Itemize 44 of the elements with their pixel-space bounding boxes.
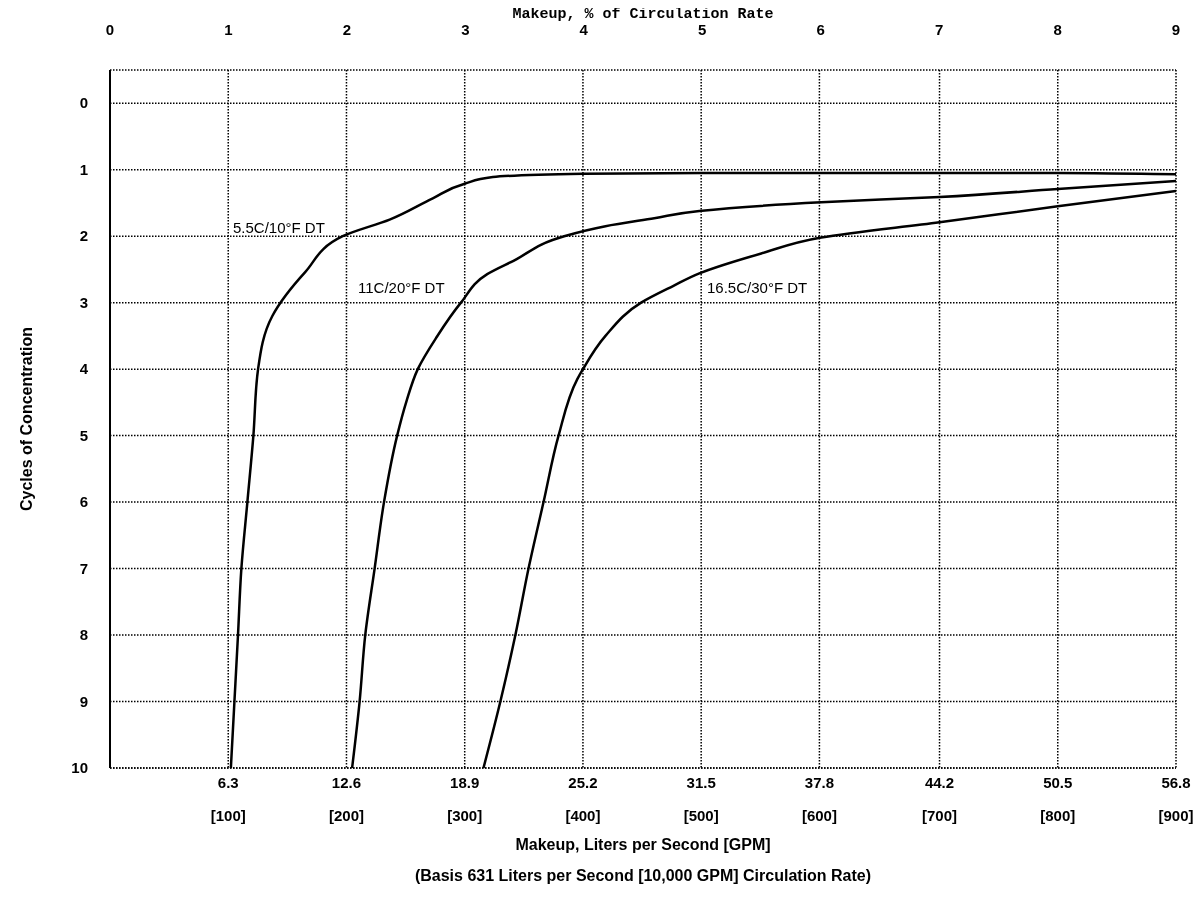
y-tick-label: 4 <box>79 360 89 378</box>
text: [400] <box>565 807 601 824</box>
x-axis-title: Makeup, Liters per Second [GPM] (Basis 631 Liters per Second [10,000 GPM] Circulation Rate) <box>414 836 872 884</box>
text: [300] <box>447 807 483 824</box>
x2-tick-label: 2 <box>342 21 352 38</box>
y-axis-title: Cycles of Concentration <box>18 326 35 512</box>
series-label: 5.5C/10°F DT <box>233 219 325 236</box>
text: [500] <box>683 807 719 824</box>
text: [100] <box>210 807 246 824</box>
y-tick-label: 7 <box>79 559 88 577</box>
y-tick-label: 5 <box>79 426 88 444</box>
text: [700] <box>922 807 958 824</box>
x-tick-label: 31.5 <box>686 774 716 791</box>
x2-tick-label: 3 <box>461 21 470 38</box>
x-tick-label: 44.2 <box>924 774 955 791</box>
x2-tick-label: 4 <box>579 21 589 38</box>
text: [200] <box>328 807 364 824</box>
x-tick-label: 25.2 <box>568 774 598 791</box>
text: [800] <box>1040 807 1076 824</box>
series-label: 11C/20°F DT <box>358 279 445 296</box>
y-tick-label: 10 <box>71 759 88 776</box>
x2-tick-label: 0 <box>105 21 115 38</box>
y-tick-label: 3 <box>79 293 88 311</box>
series-label: 16.5C/30°F DT <box>707 279 808 296</box>
x2-tick-label: 1 <box>224 21 233 38</box>
y-tick-label: 9 <box>79 692 88 710</box>
x2-tick-label: 5 <box>698 21 707 38</box>
x-tick-label: 6.3 <box>217 774 239 791</box>
x2-tick-label: 9 <box>1171 21 1181 38</box>
y-tick-label: 6 <box>79 493 88 511</box>
y-tick-label: 1 <box>79 160 88 178</box>
x2-tick-label: 6 <box>816 21 825 38</box>
y-tick-label: 8 <box>79 626 88 644</box>
y-tick-label: 2 <box>79 227 88 245</box>
text: [600] <box>801 807 837 824</box>
x-tick-label: 12.6 <box>331 774 362 791</box>
text: [900] <box>1158 807 1194 824</box>
y-tick-label: 0 <box>79 94 88 112</box>
x2-tick-label: 8 <box>1053 21 1062 38</box>
x-tick-label: 56.8 <box>1161 774 1191 791</box>
x-tick-label: 50.5 <box>1043 774 1073 791</box>
x-tick-label: 37.8 <box>804 774 835 791</box>
x2-tick-label: 7 <box>934 21 944 38</box>
x-tick-label: 18.9 <box>450 774 480 791</box>
